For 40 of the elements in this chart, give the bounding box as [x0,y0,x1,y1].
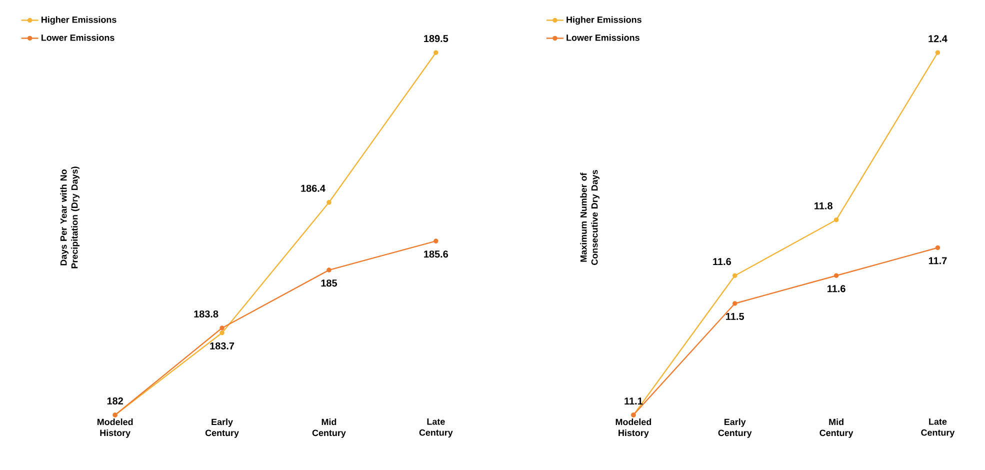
x-tick-label: Mid Century [312,418,346,438]
point [434,50,438,55]
point [326,200,332,205]
x-tick-label: Early Century [718,418,752,438]
legend-label: Lower Emissions [566,34,640,41]
data-label: 183.8 [194,310,218,318]
data-label: 186.4 [301,184,326,192]
x-tick-label: Early Century [205,418,239,438]
data-label: 189.5 [424,35,448,42]
x-tick-label: Mid Century [820,418,854,438]
point [434,238,438,244]
data-label: 12.4 [928,35,948,42]
point [220,326,224,330]
point [834,273,839,278]
data-label: 182 [107,397,123,404]
point [220,330,224,336]
data-label: 185.6 [424,250,448,258]
legend-label: Higher Emissions [42,16,116,25]
point [326,268,332,272]
point [732,301,738,306]
x-tick-label: Modeled History [97,418,133,438]
data-label: 11.7 [928,257,947,264]
point [935,50,940,55]
legend-label: Higher Emissions [566,16,642,25]
data-label: 11.5 [726,313,744,320]
data-label: 185 [321,280,338,287]
point [732,273,738,278]
x-tick-label: Late Century [419,418,453,438]
data-label: 183.7 [210,342,234,350]
y-axis-title: Days Per Year with No Precipitation (Dry Days) [60,166,80,268]
x-tick-label: Modeled History [616,418,652,438]
data-label: 11.6 [713,258,731,266]
legend-label: Lower Emissions [42,34,114,41]
point [935,245,940,250]
x-tick-label: Late Century [921,418,955,438]
point [834,217,839,222]
data-label: 11.1 [624,398,643,404]
y-axis-title: Maximum Number of Consecutive Dry Days [580,170,600,265]
data-label: 11.8 [814,202,832,210]
data-label: 11.6 [828,285,846,292]
